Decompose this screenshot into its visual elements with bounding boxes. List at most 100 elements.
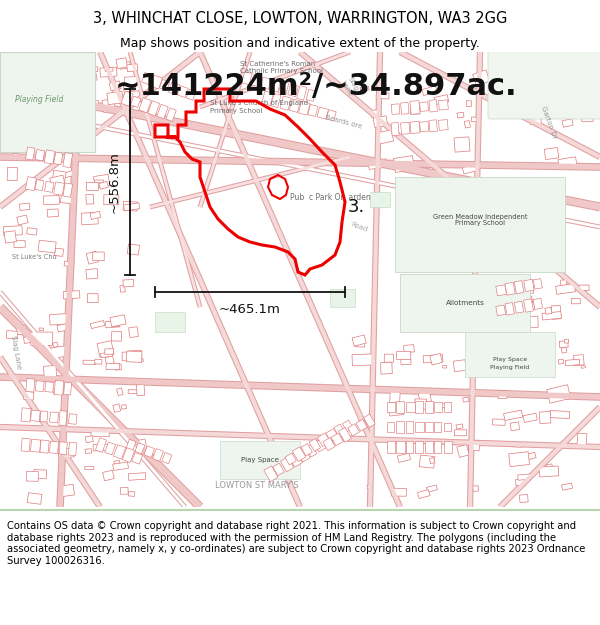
Polygon shape	[515, 64, 524, 69]
FancyBboxPatch shape	[488, 50, 600, 119]
Polygon shape	[122, 352, 130, 361]
Polygon shape	[14, 241, 25, 248]
Polygon shape	[105, 68, 113, 71]
Polygon shape	[52, 121, 56, 125]
Polygon shape	[551, 306, 561, 319]
Polygon shape	[418, 391, 431, 404]
Polygon shape	[560, 280, 567, 288]
Polygon shape	[503, 345, 522, 356]
Polygon shape	[352, 354, 374, 366]
Polygon shape	[314, 439, 326, 452]
Polygon shape	[326, 429, 338, 441]
Polygon shape	[22, 79, 31, 89]
Polygon shape	[110, 315, 126, 327]
Polygon shape	[49, 314, 68, 325]
Polygon shape	[323, 438, 335, 451]
Polygon shape	[515, 479, 525, 486]
Polygon shape	[95, 180, 103, 183]
Text: Pub  c Park Or  arden: Pub c Park Or arden	[290, 192, 371, 201]
Polygon shape	[26, 471, 38, 481]
Polygon shape	[558, 157, 577, 169]
Polygon shape	[116, 58, 127, 69]
Polygon shape	[53, 342, 58, 348]
Polygon shape	[391, 122, 399, 136]
Polygon shape	[397, 351, 411, 359]
Polygon shape	[410, 101, 420, 114]
Polygon shape	[87, 294, 98, 302]
Polygon shape	[53, 182, 64, 195]
Polygon shape	[305, 444, 317, 457]
Text: Map shows position and indicative extent of the property.: Map shows position and indicative extent…	[120, 38, 480, 51]
Polygon shape	[533, 298, 542, 309]
Polygon shape	[107, 91, 123, 104]
Polygon shape	[401, 359, 411, 365]
Polygon shape	[128, 389, 137, 394]
Polygon shape	[63, 291, 80, 299]
Polygon shape	[309, 439, 320, 451]
Polygon shape	[13, 101, 22, 107]
Polygon shape	[453, 360, 466, 372]
Polygon shape	[463, 397, 469, 402]
Polygon shape	[364, 414, 376, 428]
Polygon shape	[308, 104, 318, 116]
Polygon shape	[542, 311, 562, 320]
Polygon shape	[44, 150, 55, 164]
Polygon shape	[544, 148, 559, 159]
Text: Slag Lane: Slag Lane	[10, 334, 22, 369]
Polygon shape	[38, 240, 56, 253]
Polygon shape	[280, 96, 291, 110]
Polygon shape	[93, 444, 108, 451]
Polygon shape	[547, 385, 571, 403]
Polygon shape	[127, 64, 138, 72]
Polygon shape	[104, 195, 119, 205]
Polygon shape	[85, 436, 93, 442]
Polygon shape	[121, 488, 128, 494]
Polygon shape	[53, 388, 62, 394]
Polygon shape	[94, 174, 110, 188]
Polygon shape	[43, 366, 56, 378]
Polygon shape	[127, 351, 142, 362]
Polygon shape	[406, 441, 413, 453]
Polygon shape	[26, 228, 37, 235]
Polygon shape	[52, 170, 66, 182]
Polygon shape	[81, 213, 98, 225]
Polygon shape	[524, 279, 534, 291]
Polygon shape	[454, 137, 470, 152]
Polygon shape	[27, 492, 42, 504]
Polygon shape	[113, 404, 121, 412]
Text: 3.: 3.	[348, 198, 365, 216]
Polygon shape	[177, 86, 188, 98]
Polygon shape	[47, 209, 58, 217]
Polygon shape	[524, 301, 535, 310]
Polygon shape	[157, 104, 168, 119]
Polygon shape	[530, 119, 541, 124]
Polygon shape	[508, 360, 515, 363]
Polygon shape	[376, 92, 389, 99]
Bar	[0, 52, 95, 152]
Polygon shape	[548, 313, 554, 319]
Polygon shape	[29, 90, 43, 97]
Polygon shape	[587, 73, 594, 79]
Bar	[370, 192, 390, 207]
Polygon shape	[39, 328, 43, 331]
Polygon shape	[101, 352, 112, 357]
Polygon shape	[109, 81, 121, 91]
Polygon shape	[406, 421, 413, 433]
Polygon shape	[129, 439, 147, 454]
Polygon shape	[562, 119, 573, 127]
Polygon shape	[269, 79, 281, 92]
Polygon shape	[105, 349, 113, 354]
Bar	[155, 312, 185, 332]
Polygon shape	[130, 87, 136, 91]
Polygon shape	[128, 491, 135, 496]
Polygon shape	[95, 438, 107, 452]
Polygon shape	[262, 91, 274, 106]
Polygon shape	[504, 108, 514, 117]
Polygon shape	[387, 422, 394, 432]
Polygon shape	[577, 433, 587, 446]
Polygon shape	[387, 441, 395, 454]
Polygon shape	[560, 85, 568, 91]
Polygon shape	[58, 124, 67, 128]
Polygon shape	[470, 342, 478, 346]
Polygon shape	[565, 339, 569, 343]
